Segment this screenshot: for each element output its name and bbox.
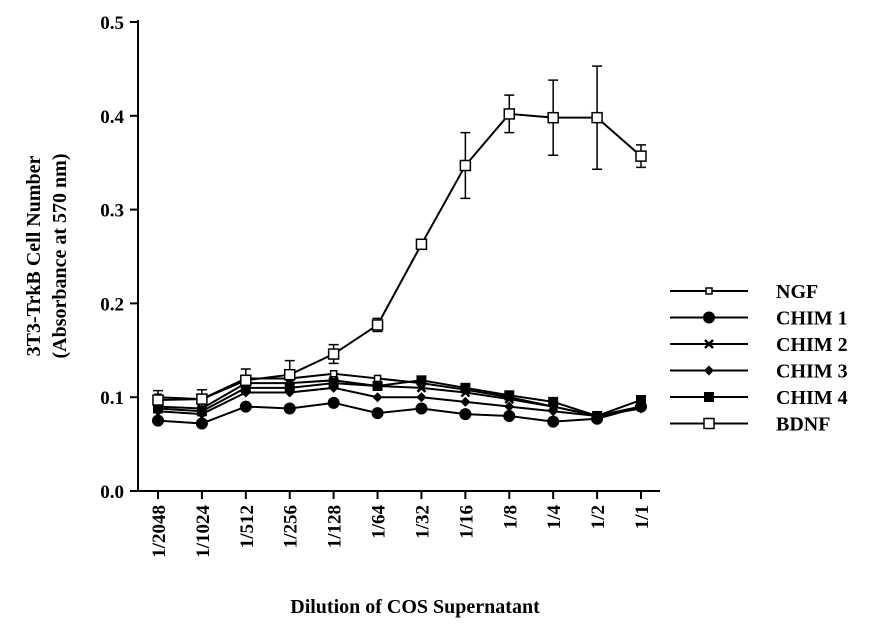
x-axis-label: Dilution of COS Supernatant xyxy=(290,596,540,618)
legend-label: CHIM 3 xyxy=(776,361,848,383)
legend-label: CHIM 1 xyxy=(776,308,848,330)
marker xyxy=(416,392,427,403)
y-tick-label: 0.2 xyxy=(100,294,124,315)
x-tick-label: 1/8 xyxy=(500,505,521,529)
legend-label: BDNF xyxy=(776,414,830,436)
marker xyxy=(196,393,208,405)
series-line xyxy=(157,386,642,417)
marker xyxy=(329,370,338,378)
marker xyxy=(415,238,428,251)
y-tick-label: 0.0 xyxy=(100,482,124,503)
x-tick-label: 1/4 xyxy=(544,505,565,530)
marker xyxy=(328,378,339,389)
marker xyxy=(240,374,252,387)
marker xyxy=(371,319,384,331)
marker xyxy=(547,415,560,428)
marker xyxy=(705,287,713,295)
x-tick-label: 1/1024 xyxy=(193,505,214,558)
marker xyxy=(548,406,559,417)
marker xyxy=(503,108,516,120)
marker xyxy=(704,392,714,402)
legend-label: NGF xyxy=(776,281,818,303)
marker xyxy=(152,414,164,427)
marker xyxy=(704,339,714,349)
marker xyxy=(459,408,472,421)
marker xyxy=(327,348,340,360)
marker xyxy=(503,409,516,422)
y-axis-label: 3T3-TrkB Cell Number xyxy=(23,156,45,357)
marker xyxy=(415,402,428,415)
marker xyxy=(547,111,559,124)
marker xyxy=(591,111,603,124)
x-tick-label: 1/2048 xyxy=(149,505,170,558)
marker xyxy=(703,417,715,430)
marker xyxy=(636,395,646,406)
marker xyxy=(239,400,252,413)
x-tick-label: 1/512 xyxy=(237,505,258,548)
marker xyxy=(592,410,603,421)
series xyxy=(153,375,646,421)
x-tick-label: 1/1 xyxy=(632,505,653,529)
x-tick-label: 1/256 xyxy=(281,505,302,548)
marker xyxy=(635,150,647,162)
marker xyxy=(372,392,383,403)
marker xyxy=(416,375,427,386)
marker xyxy=(196,406,207,417)
marker xyxy=(327,396,340,409)
y-axis-label: (Absorbance at 570 nm) xyxy=(49,154,71,359)
x-tick-label: 1/128 xyxy=(325,505,346,548)
marker xyxy=(283,368,296,381)
x-tick-label: 1/64 xyxy=(369,505,390,539)
series-line xyxy=(157,379,642,417)
legend-label: CHIM 4 xyxy=(776,387,848,409)
marker xyxy=(636,403,646,414)
series-line xyxy=(157,379,642,418)
series-line xyxy=(157,401,642,425)
marker xyxy=(703,311,715,324)
y-tick-label: 0.3 xyxy=(100,201,124,222)
legend-label: CHIM 2 xyxy=(776,334,848,356)
marker xyxy=(373,374,382,383)
marker xyxy=(548,396,559,407)
marker xyxy=(459,159,472,172)
y-tick-label: 0.4 xyxy=(100,107,124,128)
marker xyxy=(372,380,383,391)
marker xyxy=(504,401,515,412)
marker xyxy=(704,365,714,376)
marker xyxy=(283,402,296,415)
series xyxy=(152,65,647,411)
marker xyxy=(504,390,515,401)
y-tick-label: 0.5 xyxy=(100,13,124,34)
y-tick-label: 0.1 xyxy=(100,388,124,409)
x-tick-label: 1/16 xyxy=(456,505,477,539)
marker xyxy=(195,417,208,430)
x-tick-label: 1/2 xyxy=(588,505,609,529)
marker xyxy=(371,407,384,420)
marker xyxy=(460,382,471,393)
series-line xyxy=(157,112,642,402)
marker xyxy=(152,394,164,406)
marker xyxy=(460,396,471,407)
x-tick-label: 1/32 xyxy=(412,505,433,539)
